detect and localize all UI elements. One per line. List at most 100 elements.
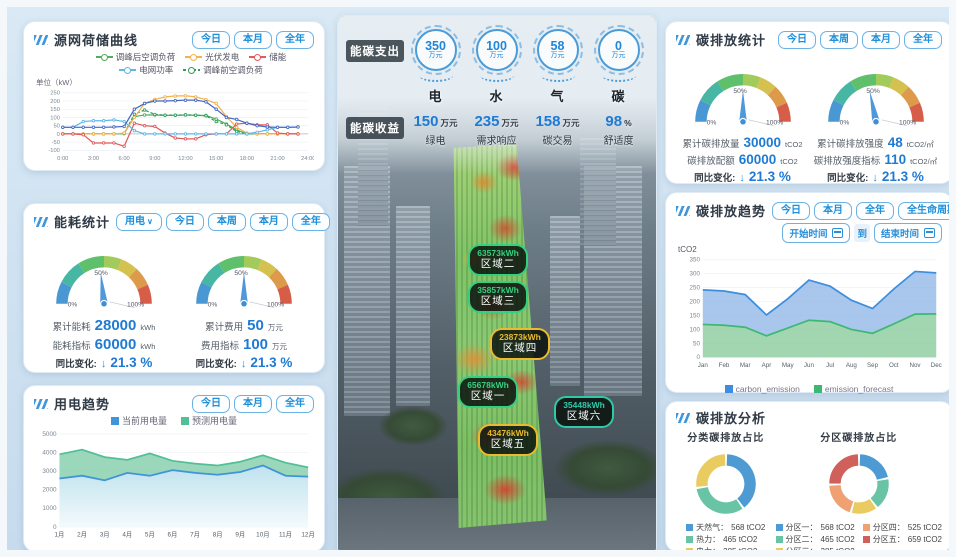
range-button[interactable]: 全年 bbox=[856, 201, 895, 220]
zone-markers-layer: 63573kWh 区域二 35857kWh 区域三 23873kWh 区域四 65678kW… bbox=[338, 16, 656, 550]
range-button[interactable]: 本月 bbox=[234, 30, 272, 49]
expense-label: 电 bbox=[428, 89, 443, 104]
energy-type-dropdown[interactable]: 用电 ∨ bbox=[116, 212, 162, 231]
income-unit: 万元 bbox=[501, 118, 519, 128]
chart-legend: 当前用电量 预测用电量 bbox=[34, 414, 314, 427]
carbon-gauges: 0% 50% 100% 累计碳排放量 30000 tCO2 碳排放配额 60000 tCO2 同比… bbox=[676, 51, 942, 186]
range-button[interactable]: 全年 bbox=[276, 394, 314, 413]
range-button[interactable]: 本周 bbox=[207, 212, 246, 231]
range-button[interactable]: 全生命周期 bbox=[898, 201, 949, 220]
range-button[interactable]: 本周 bbox=[820, 30, 858, 49]
gauge: 0% 50% 100% 累计费用 50 万元 费用指标 100 万元 同比变化: ↓ 21.3 % bbox=[176, 233, 312, 372]
panel-power-trend: 用电趋势 今日 本月 全年 当前用电量 预测用电量 0 1000 2000 3000 4000… bbox=[23, 385, 325, 550]
legend-item: 分区二： 465 tCO2 bbox=[775, 534, 855, 545]
legend-label: 分区五： bbox=[872, 535, 905, 544]
range-button[interactable]: 全年 bbox=[276, 30, 314, 49]
svg-text:6月: 6月 bbox=[168, 531, 178, 539]
svg-text:Dec: Dec bbox=[931, 362, 942, 369]
legend-swatch bbox=[775, 524, 783, 531]
legend-label: 当前用电量 bbox=[121, 416, 167, 426]
range-button[interactable]: 今日 bbox=[192, 30, 230, 49]
svg-text:4月: 4月 bbox=[122, 531, 132, 539]
svg-text:200: 200 bbox=[50, 99, 60, 105]
legend-label: 预测用电量 bbox=[192, 416, 238, 426]
svg-text:3000: 3000 bbox=[42, 468, 57, 475]
stat-unit: tCO2 bbox=[780, 157, 798, 167]
donut-title: 分区碳排放占比 bbox=[820, 433, 898, 444]
legend-marker-icon bbox=[185, 53, 203, 61]
legend-item: 分区四： 525 tCO2 bbox=[862, 522, 942, 533]
end-date-picker[interactable]: 结束时间 bbox=[873, 223, 942, 243]
range-button[interactable]: 今日 bbox=[772, 201, 811, 220]
income-value-row: 150 万元 bbox=[406, 113, 465, 131]
start-date-picker[interactable]: 开始时间 bbox=[782, 223, 851, 243]
svg-text:1000: 1000 bbox=[42, 505, 57, 512]
range-button[interactable]: 今日 bbox=[778, 30, 816, 49]
building-heatmap-panel: 能碳支出 350 万元电 100 万元水 58 万元气 0 万元碳 能碳收益 150 万元 绿电 2… bbox=[337, 15, 657, 550]
stat-row: 累计碳排放强度 48 tCO2/㎡ bbox=[809, 135, 942, 152]
income-label: 舒适度 bbox=[603, 136, 634, 147]
legend-item: 调峰后空调负荷 bbox=[95, 51, 175, 63]
stat-value: 50 bbox=[247, 317, 264, 335]
stat-unit: tCO2/㎡ bbox=[910, 157, 938, 167]
panel-bars-icon bbox=[676, 205, 690, 216]
legend-label: 天然气： bbox=[696, 523, 729, 532]
svg-text:-50: -50 bbox=[52, 140, 60, 146]
range-button[interactable]: 本月 bbox=[249, 212, 288, 231]
income-value: 158 bbox=[535, 113, 561, 130]
yoy-value: 21.3 % bbox=[250, 354, 293, 370]
city-photo bbox=[338, 16, 656, 550]
legend-label: 分区一： bbox=[785, 523, 818, 532]
svg-text:May: May bbox=[782, 362, 795, 369]
range-button[interactable]: 全年 bbox=[291, 212, 330, 231]
svg-text:9:00: 9:00 bbox=[149, 156, 160, 162]
legend-item: 分区三： 385 tCO2 bbox=[775, 546, 855, 556]
zone-energy-value: 35857kWh bbox=[477, 285, 519, 295]
income-value: 98 bbox=[605, 113, 623, 130]
expense-item: 100 万元水 bbox=[467, 24, 526, 105]
legend-item: 天然气： 568 tCO2 bbox=[686, 522, 765, 533]
zone-marker[interactable]: 63573kWh 区域二 bbox=[468, 244, 528, 276]
legend-value: 568 tCO2 bbox=[731, 523, 766, 532]
svg-text:12月: 12月 bbox=[301, 531, 314, 539]
range-button[interactable]: 本月 bbox=[814, 201, 853, 220]
zone-marker[interactable]: 65678kWh 区域一 bbox=[458, 376, 518, 408]
stat-label: 碳排放强度指标 bbox=[813, 156, 881, 168]
stat-value: 100 bbox=[242, 335, 269, 353]
legend-value: 568 tCO2 bbox=[820, 523, 855, 532]
income-label: 需求响应 bbox=[476, 136, 517, 147]
chart-legend: 调峰后空调负荷 光伏发电 储能 电网功率 调峰前空调负荷 bbox=[34, 51, 314, 76]
category-emission-donut bbox=[676, 446, 776, 522]
building-silhouette bbox=[550, 216, 580, 386]
range-button[interactable]: 本月 bbox=[234, 394, 272, 413]
expense-ring: 0 万元 bbox=[593, 25, 644, 82]
stat-unit: kWh bbox=[140, 341, 156, 351]
date-range-row: 开始时间 到 结束时间 bbox=[676, 223, 942, 243]
power-trend-area-chart: 0 1000 2000 3000 4000 5000 1月 2月 3月 4月 5月 6月 7月 8月 9月 1… bbox=[34, 427, 314, 550]
donut-legend: 天然气： 568 tCO2 热力： 465 tCO2 电力： 385 tCO2 bbox=[676, 522, 776, 550]
svg-text:7月: 7月 bbox=[190, 531, 200, 539]
income-tag: 能碳收益 bbox=[346, 117, 404, 139]
range-button[interactable]: 今日 bbox=[192, 394, 230, 413]
legend-label: 储能 bbox=[269, 52, 287, 62]
building-silhouette bbox=[396, 206, 430, 406]
carbon-trend-area-chart: 0 50 100 150 200 250 300 350 Jan Feb Mar Apr May Jun J… bbox=[676, 254, 942, 383]
zone-marker[interactable]: 23873kWh 区域四 bbox=[490, 328, 550, 360]
yoy-row: 同比变化: ↓ 21.3 % bbox=[176, 355, 312, 372]
svg-text:0:00: 0:00 bbox=[57, 156, 68, 162]
svg-text:50%: 50% bbox=[866, 88, 879, 95]
legend-swatch bbox=[686, 536, 694, 543]
svg-text:11月: 11月 bbox=[279, 531, 292, 539]
svg-text:0: 0 bbox=[53, 524, 57, 531]
range-button[interactable]: 本月 bbox=[862, 30, 900, 49]
zone-marker[interactable]: 35448kWh 区域六 bbox=[554, 396, 614, 428]
range-button[interactable]: 今日 bbox=[165, 212, 204, 231]
zone-marker[interactable]: 43476kWh 区域五 bbox=[478, 424, 538, 456]
range-button[interactable]: 全年 bbox=[904, 30, 942, 49]
legend-label: carbon_emission bbox=[735, 384, 800, 395]
stat-row: 碳排放强度指标 110 tCO2/㎡ bbox=[809, 152, 942, 169]
legend-label: 分区三： bbox=[785, 547, 818, 556]
zone-marker[interactable]: 35857kWh 区域三 bbox=[468, 281, 528, 313]
zone-energy-value: 65678kWh bbox=[467, 380, 509, 390]
legend-item: 调峰前空调负荷 bbox=[183, 64, 263, 76]
